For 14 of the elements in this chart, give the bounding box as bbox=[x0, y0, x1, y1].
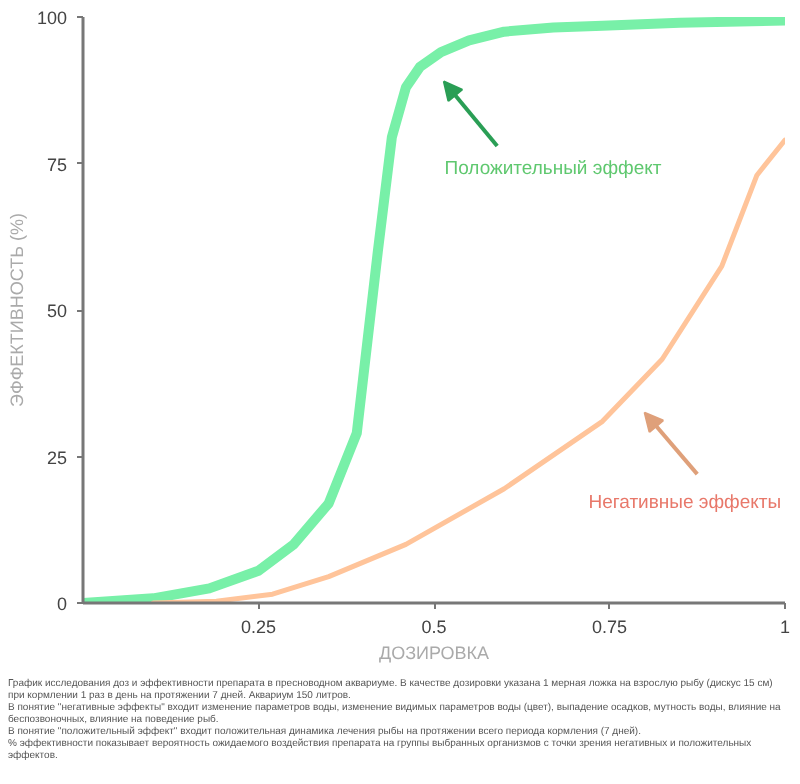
x-tick-label: 1 bbox=[779, 617, 791, 637]
y-axis-title: ЭФФЕКТИВНОСТЬ (%) bbox=[6, 213, 27, 407]
x-tick-label: 0.25 bbox=[240, 617, 277, 637]
x-tick-label: 0.75 bbox=[591, 617, 628, 637]
x-tick-label: 0.5 bbox=[421, 617, 447, 637]
y-tick-label: 25 bbox=[46, 447, 68, 468]
y-tick-label: 75 bbox=[46, 154, 68, 175]
annotation: Положительный эффект bbox=[444, 158, 663, 181]
line-series bbox=[150, 137, 785, 603]
y-tick-label: 50 bbox=[46, 301, 68, 321]
annotation: Негативные эффекты bbox=[588, 492, 782, 515]
y-tick-label: 100 bbox=[36, 8, 68, 28]
x-axis-title: ДОЗИРОВКА bbox=[378, 643, 490, 663]
y-tick-label: 0 bbox=[56, 594, 68, 614]
